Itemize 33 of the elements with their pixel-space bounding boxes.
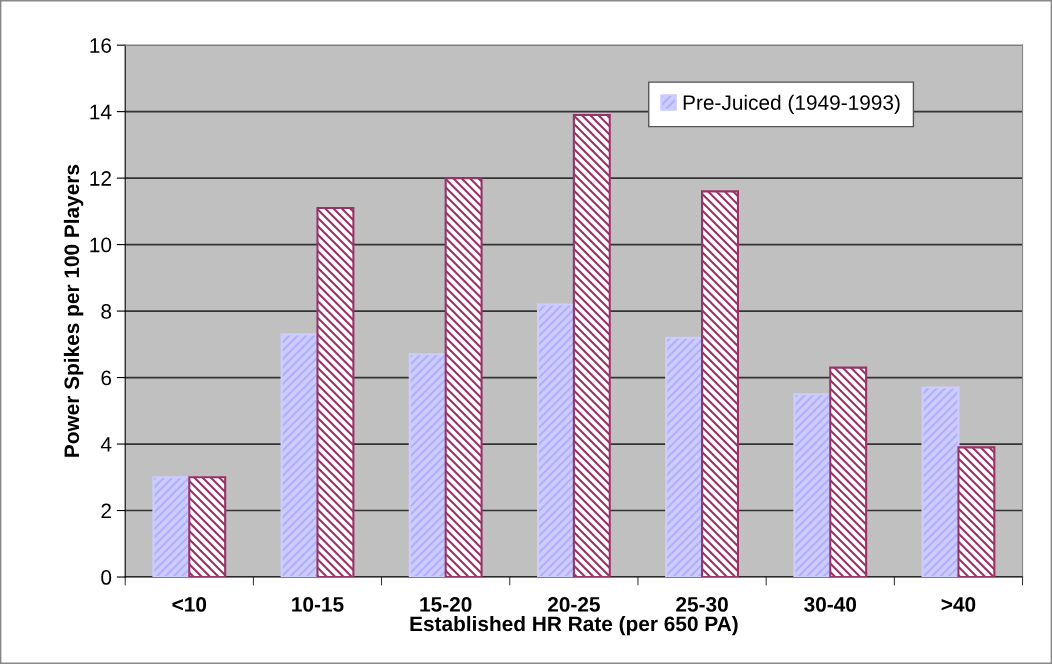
bar [188, 476, 227, 578]
y-tick-label: 12 [90, 171, 111, 186]
bar [921, 386, 960, 578]
bar [793, 393, 832, 578]
bar [701, 190, 739, 578]
y-tick-label: 4 [100, 437, 112, 452]
bar [957, 446, 996, 578]
y-tick-label: 0 [101, 570, 112, 585]
bar [444, 177, 483, 578]
y-tick-label: 14 [90, 104, 112, 120]
bar [572, 113, 611, 578]
bar [665, 336, 704, 578]
bar [280, 333, 319, 578]
y-tick-label: 2 [101, 503, 111, 519]
x-tick-label: 30-40 [804, 597, 857, 612]
bar [829, 366, 868, 578]
x-tick-label: 20-25 [547, 597, 600, 612]
y-axis-title: Power Spikes per 100 Players [63, 164, 84, 457]
x-tick-label: 10-15 [292, 597, 344, 612]
bar [408, 353, 447, 578]
x-tick-label: <10 [172, 597, 207, 612]
y-tick-label: 16 [90, 38, 112, 53]
x-tick-label: >40 [941, 597, 976, 612]
y-tick-label: 8 [101, 304, 112, 319]
x-tick-label: 25-30 [676, 597, 728, 612]
legend-label: Pre-Juiced (1949-1993) [683, 94, 900, 115]
y-tick-label: 10 [90, 237, 112, 253]
bar [152, 476, 191, 578]
x-axis-title: Established HR Rate (per 650 PA) [410, 615, 738, 636]
bar [316, 207, 355, 578]
x-tick-label: 15-20 [420, 597, 472, 612]
bar [536, 303, 575, 578]
y-tick-label: 6 [101, 370, 112, 386]
